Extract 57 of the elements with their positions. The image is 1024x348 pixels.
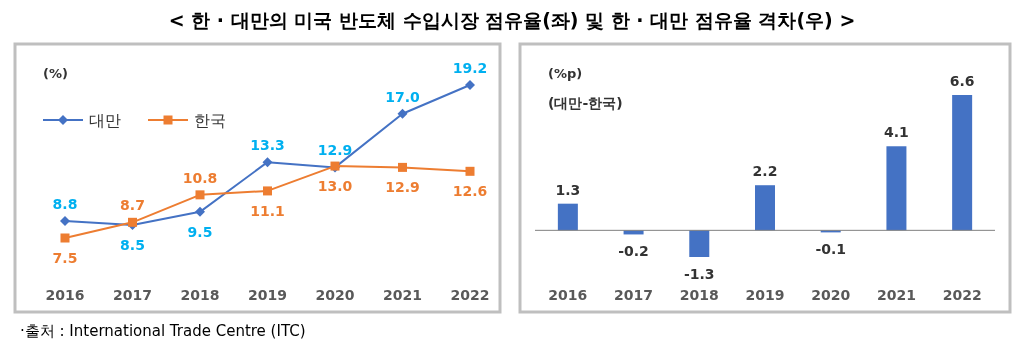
x-tick-label: 2017	[614, 287, 654, 303]
x-tick-label: 2022	[942, 287, 982, 303]
point	[263, 186, 272, 196]
point	[195, 190, 205, 200]
text: ·출처 : International Trade Centre (ITC)	[20, 322, 306, 340]
legend-label: 대만	[89, 111, 121, 130]
data-label: 8.7	[120, 197, 145, 214]
data-label: 9.5	[187, 223, 213, 240]
bar	[886, 146, 907, 231]
data-label: -0.2	[618, 243, 649, 260]
data-label: -0.1	[815, 241, 847, 258]
data-label: 8.8	[52, 196, 78, 212]
x-tick-label: 2020	[315, 287, 355, 303]
point	[465, 166, 475, 176]
x-tick-label: 2021	[383, 287, 422, 303]
data-label: 12.9	[317, 142, 353, 159]
y-axis-title: (%)	[43, 66, 68, 81]
data-label: 12.9	[385, 179, 420, 196]
bar	[689, 230, 710, 257]
data-label: 10.8	[182, 169, 218, 186]
point	[397, 108, 408, 119]
point	[60, 216, 70, 226]
data-label: 19.2	[452, 60, 488, 76]
x-tick-label: 2016	[45, 287, 85, 303]
x-tick-label: 2020	[811, 287, 851, 303]
x-tick-label: 2019	[248, 287, 287, 303]
chart-subtitle: (대만-한국)	[548, 95, 623, 111]
x-tick-label: 2016	[548, 287, 588, 303]
point	[262, 157, 273, 168]
point	[195, 206, 205, 217]
data-label: 11.1	[250, 202, 285, 219]
legend-label: 한국	[194, 111, 226, 130]
x-tick-label: 2017	[113, 287, 152, 303]
point	[398, 162, 407, 172]
x-tick-label: 2018	[180, 287, 220, 303]
chart-title: < 한 · 대만의 미국 반도체 수입시장 점유율(좌) 및 한 · 대만 점유율 격차(우) >	[168, 9, 856, 31]
x-tick-label: 2022	[450, 287, 490, 303]
bar	[557, 203, 578, 231]
data-label: 13.0	[317, 178, 353, 195]
data-label: 17.0	[385, 88, 421, 105]
data-label: 4.1	[884, 124, 909, 141]
data-label: -1.3	[683, 266, 715, 282]
bar	[952, 95, 973, 231]
x-tick-label: 2021	[876, 287, 916, 303]
y-axis-title: (%p)	[548, 66, 583, 81]
data-label: 8.5	[120, 236, 145, 253]
bar	[755, 185, 775, 231]
data-label: 2.2	[752, 163, 778, 180]
x-tick-label: 2019	[745, 287, 785, 303]
point	[60, 233, 70, 243]
data-label: 13.3	[250, 137, 285, 154]
data-label: 12.6	[452, 183, 488, 200]
data-label: 7.5	[52, 250, 78, 266]
x-tick-label: 2018	[679, 287, 719, 303]
data-label: 1.3	[555, 181, 581, 198]
data-label: 6.6	[949, 73, 975, 89]
point	[465, 80, 475, 90]
